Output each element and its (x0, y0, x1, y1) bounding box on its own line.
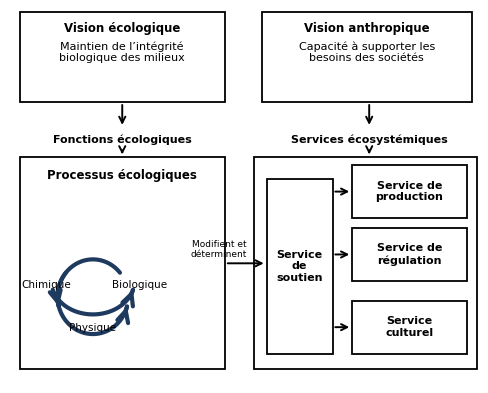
Text: Physique: Physique (69, 323, 116, 333)
FancyBboxPatch shape (266, 179, 332, 354)
FancyBboxPatch shape (254, 157, 476, 369)
Text: Service de
production: Service de production (375, 181, 443, 202)
Text: Modifient et
déterminent: Modifient et déterminent (190, 240, 247, 259)
FancyBboxPatch shape (351, 165, 466, 218)
Text: Vision écologique: Vision écologique (64, 22, 180, 35)
Text: Vision anthropique: Vision anthropique (304, 22, 428, 35)
FancyBboxPatch shape (20, 12, 224, 102)
FancyBboxPatch shape (351, 301, 466, 354)
Text: Service
culturel: Service culturel (385, 316, 433, 338)
FancyBboxPatch shape (351, 228, 466, 281)
FancyBboxPatch shape (261, 12, 471, 102)
FancyBboxPatch shape (20, 157, 224, 369)
Text: Chimique: Chimique (21, 280, 71, 290)
Text: Maintien de l’intégrité
biologique des milieux: Maintien de l’intégrité biologique des m… (59, 41, 185, 63)
Text: Service
de
soutien: Service de soutien (276, 250, 322, 283)
Text: Processus écologiques: Processus écologiques (47, 169, 197, 182)
Text: Fonctions écologiques: Fonctions écologiques (53, 134, 191, 145)
Text: Biologique: Biologique (112, 280, 166, 290)
Text: Services écosystémiques: Services écosystémiques (290, 134, 447, 145)
Text: Capacité à supporter les
besoins des sociétés: Capacité à supporter les besoins des soc… (298, 41, 434, 63)
Text: Service de
régulation: Service de régulation (376, 243, 441, 266)
